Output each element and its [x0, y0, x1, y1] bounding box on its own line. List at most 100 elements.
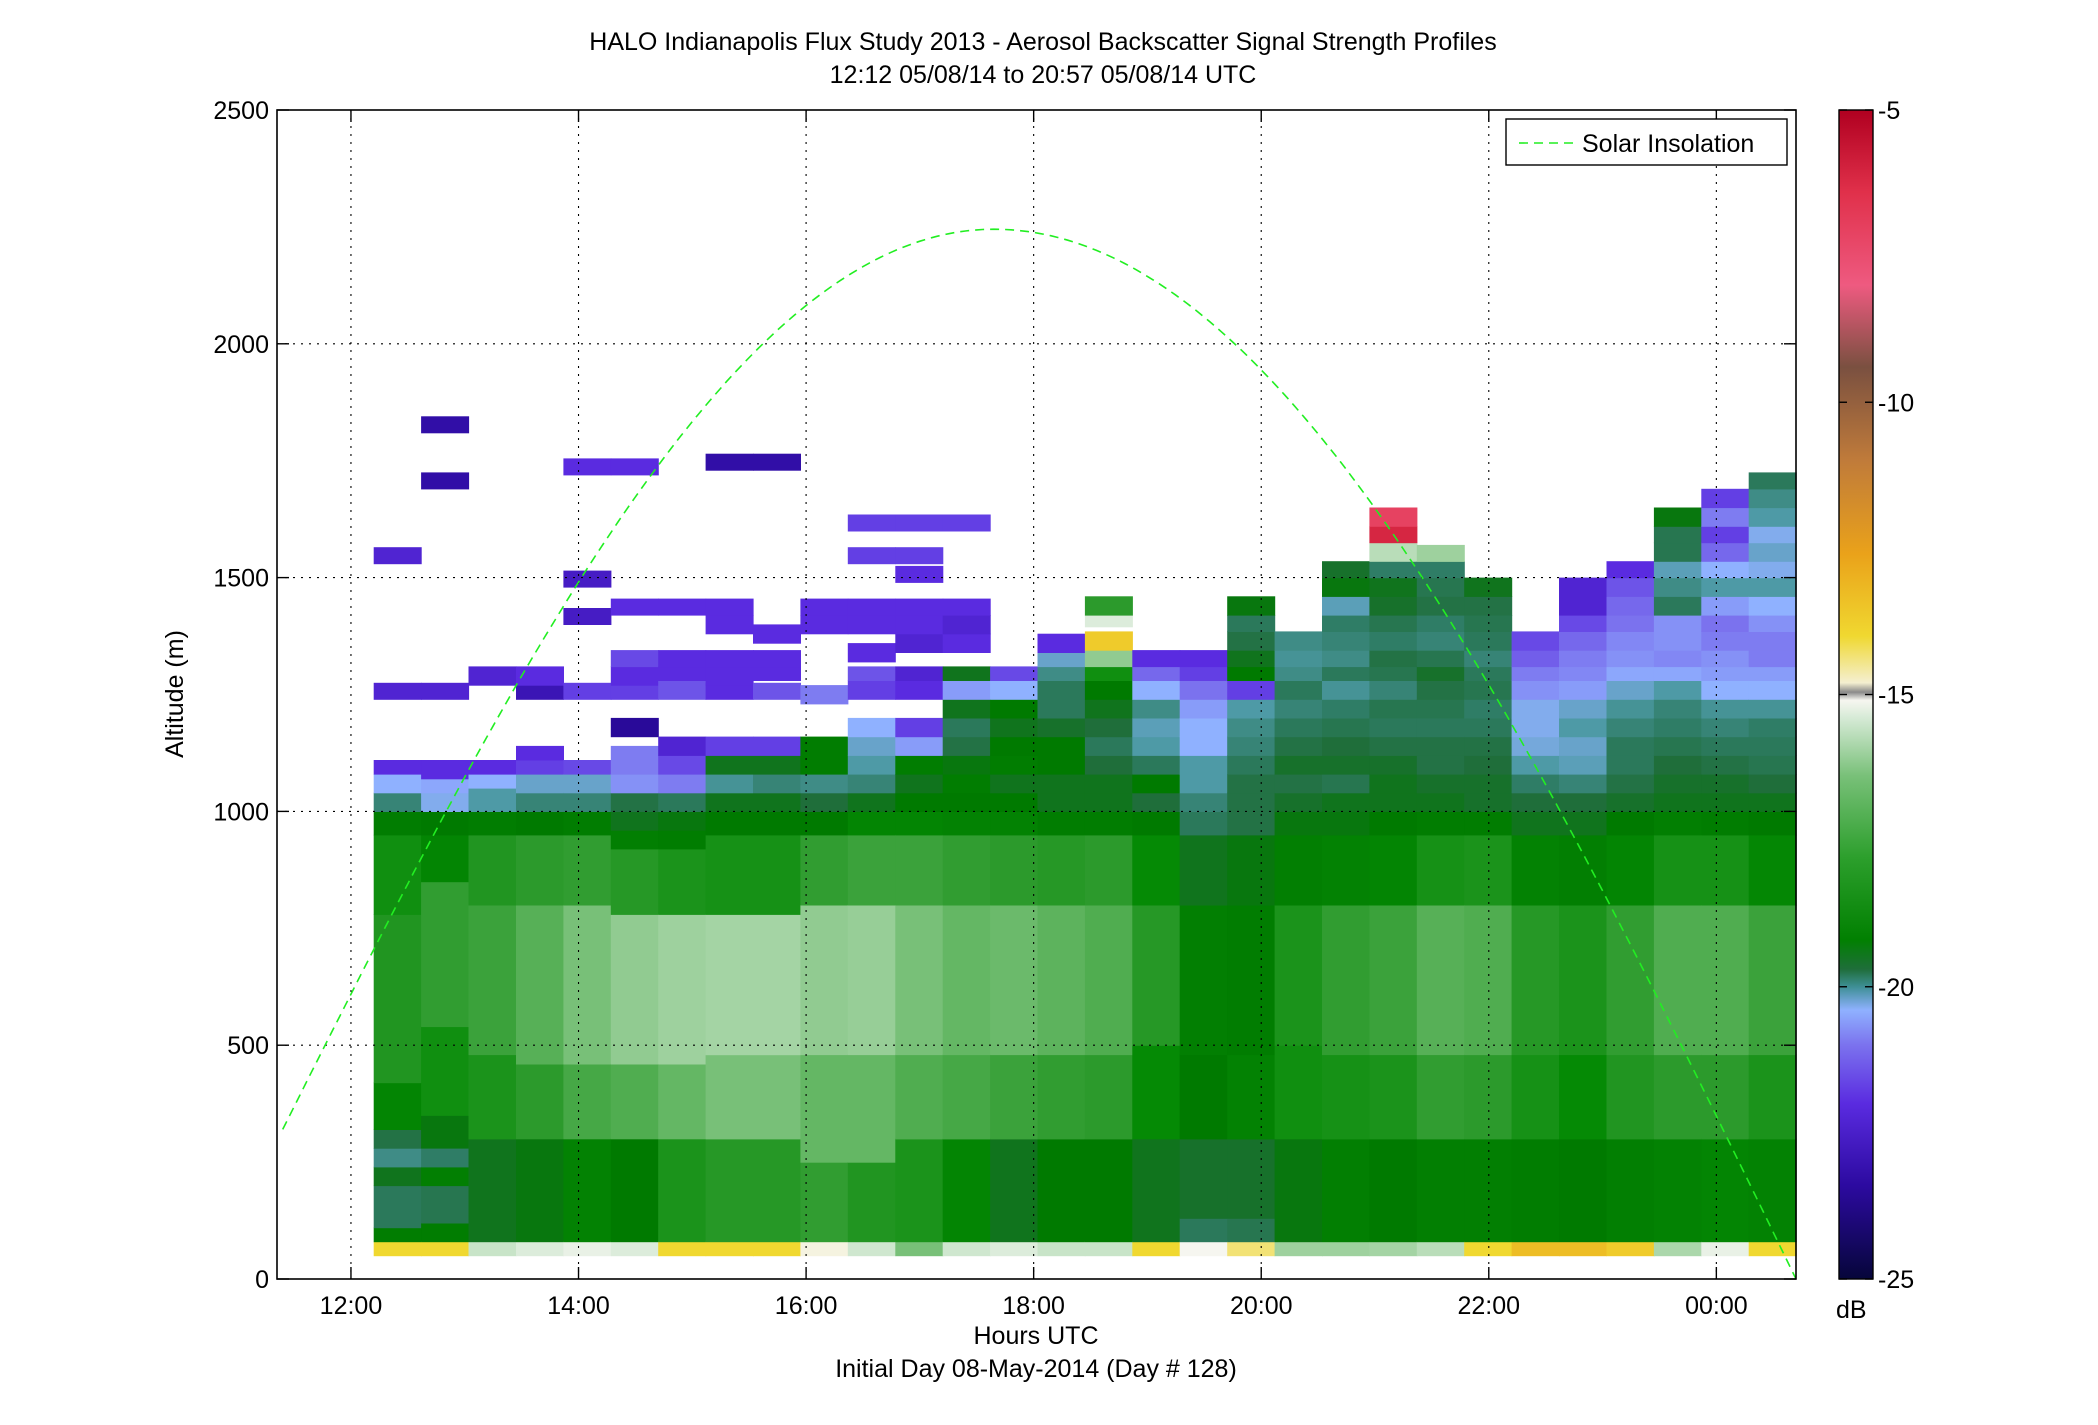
heatmap-cell: [468, 904, 517, 1056]
heatmap-cell: [1748, 526, 1797, 544]
heatmap-cell: [1037, 1241, 1086, 1257]
heatmap-cell: [1701, 736, 1750, 756]
heatmap-cell: [1084, 904, 1133, 1056]
heatmap-cell: [610, 666, 659, 686]
heatmap-cell: [610, 811, 659, 831]
heatmap-cell: [516, 760, 564, 775]
heatmap-cell: [847, 547, 896, 565]
heatmap-cell: [563, 760, 612, 775]
heatmap-cell: [895, 792, 944, 812]
heatmap-cell: [1322, 596, 1370, 616]
heatmap-cell: [1037, 1138, 1086, 1243]
heatmap-cell: [563, 774, 612, 794]
heatmap-cell: [373, 1129, 422, 1149]
heatmap-cell: [847, 643, 896, 663]
heatmap-cell: [563, 682, 612, 700]
heatmap-cell: [1227, 755, 1276, 775]
heatmap-cell: [942, 666, 991, 681]
legend: Solar Insolation: [1505, 118, 1788, 166]
heatmap-cell: [753, 1138, 801, 1243]
heatmap-cell: [658, 848, 707, 915]
heatmap-cell: [753, 453, 801, 471]
heatmap-cell: [1653, 699, 1702, 719]
heatmap-cell: [516, 792, 564, 812]
heatmap-cell: [1653, 577, 1702, 597]
heatmap-cell: [1179, 1241, 1228, 1257]
heatmap-cell: [1132, 755, 1181, 775]
heatmap-cell: [705, 453, 754, 471]
heatmap-cell: [705, 682, 754, 700]
heatmap-cell: [373, 547, 422, 565]
heatmap-cell: [1559, 755, 1607, 775]
heatmap-cell: [1653, 596, 1702, 616]
heatmap-cell: [1606, 717, 1655, 738]
heatmap-cell: [800, 904, 849, 1056]
heatmap-cell: [1511, 904, 1560, 1056]
heatmap-cell: [658, 792, 707, 812]
heatmap-cell: [895, 717, 944, 738]
heatmap-cell: [1322, 615, 1370, 632]
heatmap-cell: [1227, 834, 1276, 906]
heatmap-cell: [1179, 755, 1228, 775]
heatmap-cell: [705, 914, 754, 1056]
heatmap-cell: [1084, 650, 1133, 668]
heatmap-cell: [1322, 1241, 1370, 1257]
heatmap-cell: [1369, 507, 1418, 527]
heatmap-cell: [753, 736, 801, 756]
heatmap-cell: [563, 834, 612, 906]
heatmap-cell: [1748, 834, 1797, 906]
heatmap-cell: [1369, 615, 1418, 632]
heatmap-cell: [705, 650, 754, 668]
colorbar-tick-label: -15: [1878, 682, 1914, 710]
heatmap-cell: [610, 1241, 659, 1257]
heatmap-cell: [1369, 666, 1418, 681]
heatmap-cell: [1132, 792, 1181, 812]
heatmap-cell: [1606, 699, 1655, 719]
heatmap: [373, 416, 1797, 1257]
x-tick-label: 20:00: [1230, 1292, 1293, 1320]
heatmap-cell: [1559, 650, 1607, 668]
x-axis-ticks: 12:00 14:00 16:00 18:00 20:00 22:00 00:00: [320, 110, 1748, 1320]
heatmap-cell: [1701, 526, 1750, 544]
heatmap-cell: [1322, 1054, 1370, 1140]
heatmap-cell: [1322, 717, 1370, 738]
heatmap-cell: [1464, 1138, 1513, 1243]
heatmap-cell: [373, 834, 422, 915]
heatmap-cell: [468, 666, 517, 686]
heatmap-cell: [1511, 834, 1560, 906]
heatmap-cell: [1037, 1054, 1086, 1140]
heatmap-cell: [1559, 577, 1607, 597]
heatmap-cell: [1179, 717, 1228, 738]
heatmap-cell: [1179, 736, 1228, 756]
heatmap-cell: [1037, 755, 1086, 775]
heatmap-cell: [658, 1241, 707, 1257]
heatmap-cell: [1322, 904, 1370, 1056]
heatmap-cell: [1416, 650, 1465, 668]
heatmap-cell: [516, 1138, 564, 1243]
plot-frame: [276, 109, 1797, 1280]
heatmap-cell: [1606, 680, 1655, 700]
heatmap-cell: [421, 472, 470, 490]
heatmap-cell: [1748, 631, 1797, 651]
heatmap-cell: [1653, 904, 1702, 1056]
heatmap-cell: [1701, 680, 1750, 700]
heatmap-cell: [610, 848, 659, 915]
heatmap-cell: [847, 717, 896, 738]
heatmap-cell: [1653, 526, 1702, 544]
heatmap-cell: [1132, 680, 1181, 700]
heatmap-cell: [990, 792, 1039, 812]
heatmap-cell: [1748, 774, 1797, 794]
heatmap-cell: [847, 615, 896, 635]
heatmap-cell: [1179, 774, 1228, 794]
heatmap-cell: [1227, 736, 1276, 756]
y-tick-label: 500: [227, 1032, 269, 1060]
heatmap-cell: [753, 834, 801, 915]
heatmap-cell: [1511, 666, 1560, 681]
heatmap-cell: [421, 811, 470, 836]
heatmap-cell: [1227, 1138, 1276, 1219]
grid: [277, 110, 1796, 1279]
heatmap-cell: [1274, 834, 1323, 906]
heatmap-cell: [1748, 1241, 1797, 1257]
heatmap-cell: [1416, 1241, 1465, 1257]
heatmap-cell: [563, 811, 612, 836]
